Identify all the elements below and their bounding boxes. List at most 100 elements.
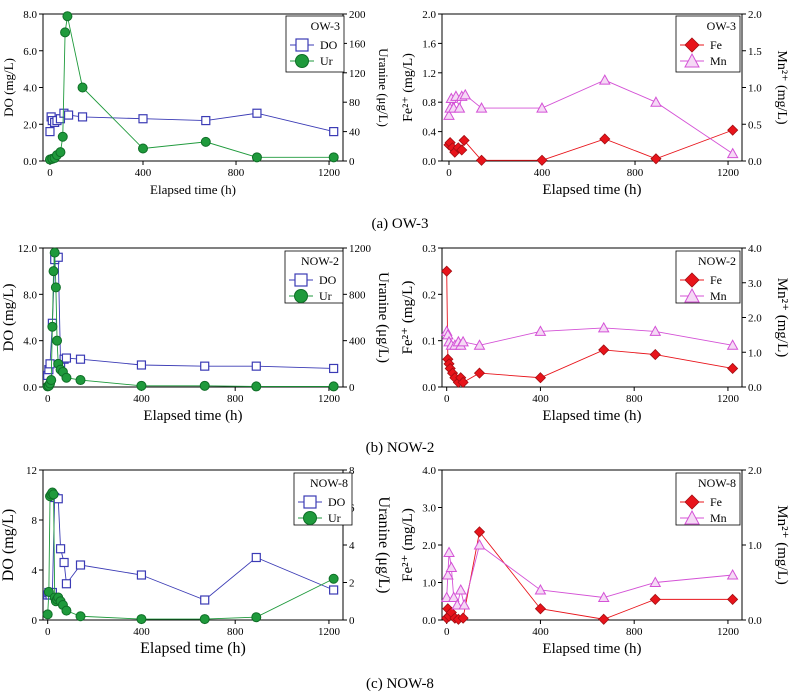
x-tick-label: 400 xyxy=(532,393,549,405)
legend-label: Ur xyxy=(320,54,333,68)
x-tick-label: 0 xyxy=(446,167,452,179)
data-point-do xyxy=(136,570,147,580)
legend-label: Fe xyxy=(710,495,722,509)
plot-area xyxy=(440,526,739,625)
y-tick-label: 0.0 xyxy=(422,615,436,627)
x-tick-label: 800 xyxy=(227,393,244,405)
y2-tick-label: 2 xyxy=(349,578,355,590)
data-point-ur xyxy=(55,147,66,158)
y2-axis-label: Mn²⁺ (mg/L) xyxy=(774,278,790,358)
x-tick-label: 400 xyxy=(133,626,150,638)
y-tick-label: 4.0 xyxy=(23,83,37,95)
y2-tick-label: 1.0 xyxy=(748,83,762,95)
y2-tick-label: 1200 xyxy=(349,243,372,255)
data-point-ur xyxy=(47,321,58,332)
data-point-ur xyxy=(136,614,147,625)
legend: NOW-8 DO Ur xyxy=(293,472,353,526)
legend-title: NOW-2 xyxy=(698,254,736,268)
x-tick-label: 1200 xyxy=(318,167,341,179)
y2-tick-label: 3.0 xyxy=(748,278,762,290)
y2-tick-label: 0.0 xyxy=(748,382,762,394)
data-point-ur xyxy=(75,611,86,622)
y2-tick-label: 4.0 xyxy=(748,243,762,255)
data-point-ur xyxy=(61,605,72,616)
y2-tick-label: 1.5 xyxy=(748,46,762,58)
y-tick-label: 1.0 xyxy=(422,578,436,590)
caption-c: (c) NOW-8 xyxy=(366,676,434,692)
data-point-do xyxy=(61,353,72,363)
y-tick-label: 0.0 xyxy=(23,156,37,168)
legend: NOW-8 Fe Mn xyxy=(675,472,741,526)
legend-box xyxy=(675,472,741,526)
x-tick-label: 800 xyxy=(626,393,643,405)
chart-c-right: 0 400 800 1200 0.0 1.0 2.0 3.0 4.0 0.0 1.0 2.0 Elaps… xyxy=(400,465,790,657)
data-point-ur xyxy=(52,335,63,346)
data-point-do xyxy=(75,354,86,364)
chart-b-right: 0 400 800 1200 0.0 0.1 0.2 0.3 0.0 1.0 2.0 3.0 4.0 El… xyxy=(400,243,790,424)
caption-b: (b) NOW-2 xyxy=(365,440,435,456)
data-point-fe xyxy=(727,593,739,605)
data-point-ur xyxy=(251,612,262,623)
y-tick-label: 2.0 xyxy=(422,9,436,21)
data-point-fe xyxy=(475,154,488,166)
y-tick-label: 2.0 xyxy=(422,540,436,552)
y2-axis-label: Mn²⁺ (mg/L) xyxy=(774,505,790,585)
data-point-ur xyxy=(77,82,88,93)
y2-axis-label: Uranine (μg/L) xyxy=(376,48,391,127)
y-tick-label: 0.4 xyxy=(422,127,436,139)
y2-tick-label: 1.0 xyxy=(748,347,762,359)
y2-tick-label: 0.5 xyxy=(748,119,762,131)
data-point-fe xyxy=(599,133,611,145)
data-point-fe xyxy=(457,612,469,624)
data-point-ur xyxy=(251,152,262,163)
legend-title: NOW-8 xyxy=(310,476,348,490)
legend-label: Mn xyxy=(710,289,727,303)
x-tick-label: 800 xyxy=(228,167,245,179)
data-point-do xyxy=(45,359,55,369)
y-axis-label: Fe²⁺ (mg/L) xyxy=(400,281,416,355)
data-point-mn xyxy=(440,591,453,602)
data-point-mn xyxy=(443,546,455,557)
data-point-mn xyxy=(447,591,460,602)
y-tick-label: 12.0 xyxy=(18,243,38,255)
data-point-ur xyxy=(48,489,59,500)
data-point-do xyxy=(55,544,66,554)
series-line-ur xyxy=(47,491,334,620)
x-tick-label: 1200 xyxy=(717,626,740,638)
data-point-do xyxy=(59,557,69,568)
x-tick-label: 800 xyxy=(627,167,644,179)
data-point-do xyxy=(251,361,261,371)
data-point-fe xyxy=(649,593,661,605)
y2-tick-label: 80 xyxy=(349,97,361,109)
data-point-ur xyxy=(62,11,73,22)
y-tick-label: 2.0 xyxy=(23,119,37,131)
y2-tick-label: 2.0 xyxy=(748,9,762,21)
data-point-mn xyxy=(473,538,486,550)
data-point-do xyxy=(200,595,210,605)
legend-label: Ur xyxy=(319,289,332,303)
legend: OW-3 Fe Mn xyxy=(675,15,741,73)
data-point-mn xyxy=(597,321,610,333)
legend-title: NOW-8 xyxy=(698,476,736,490)
legend-marker-mn xyxy=(684,509,700,525)
x-tick-label: 400 xyxy=(534,167,551,179)
legend-marker-fe xyxy=(684,37,700,53)
legend-label: DO xyxy=(319,273,337,287)
y2-axis-label: Uranine (μg/L) xyxy=(375,272,391,363)
data-point-ur xyxy=(48,266,59,277)
series-line-mn xyxy=(448,79,733,155)
plot-area xyxy=(443,74,739,166)
legend-marker-ur xyxy=(295,54,309,68)
y-tick-label: 0.2 xyxy=(422,289,436,301)
y2-tick-label: 200 xyxy=(349,9,366,21)
y2-tick-label: 0.0 xyxy=(748,156,762,168)
data-point-mn xyxy=(726,339,739,350)
data-point-do xyxy=(329,363,339,374)
data-point-do xyxy=(63,110,74,120)
x-axis-label: Elapsed time (h) xyxy=(542,182,641,198)
data-point-mn xyxy=(443,109,455,120)
y-tick-label: 12 xyxy=(26,465,37,477)
data-point-mn xyxy=(649,576,662,587)
plot-area xyxy=(440,265,739,388)
x-axis-label: Elapsed time (h) xyxy=(150,182,236,197)
